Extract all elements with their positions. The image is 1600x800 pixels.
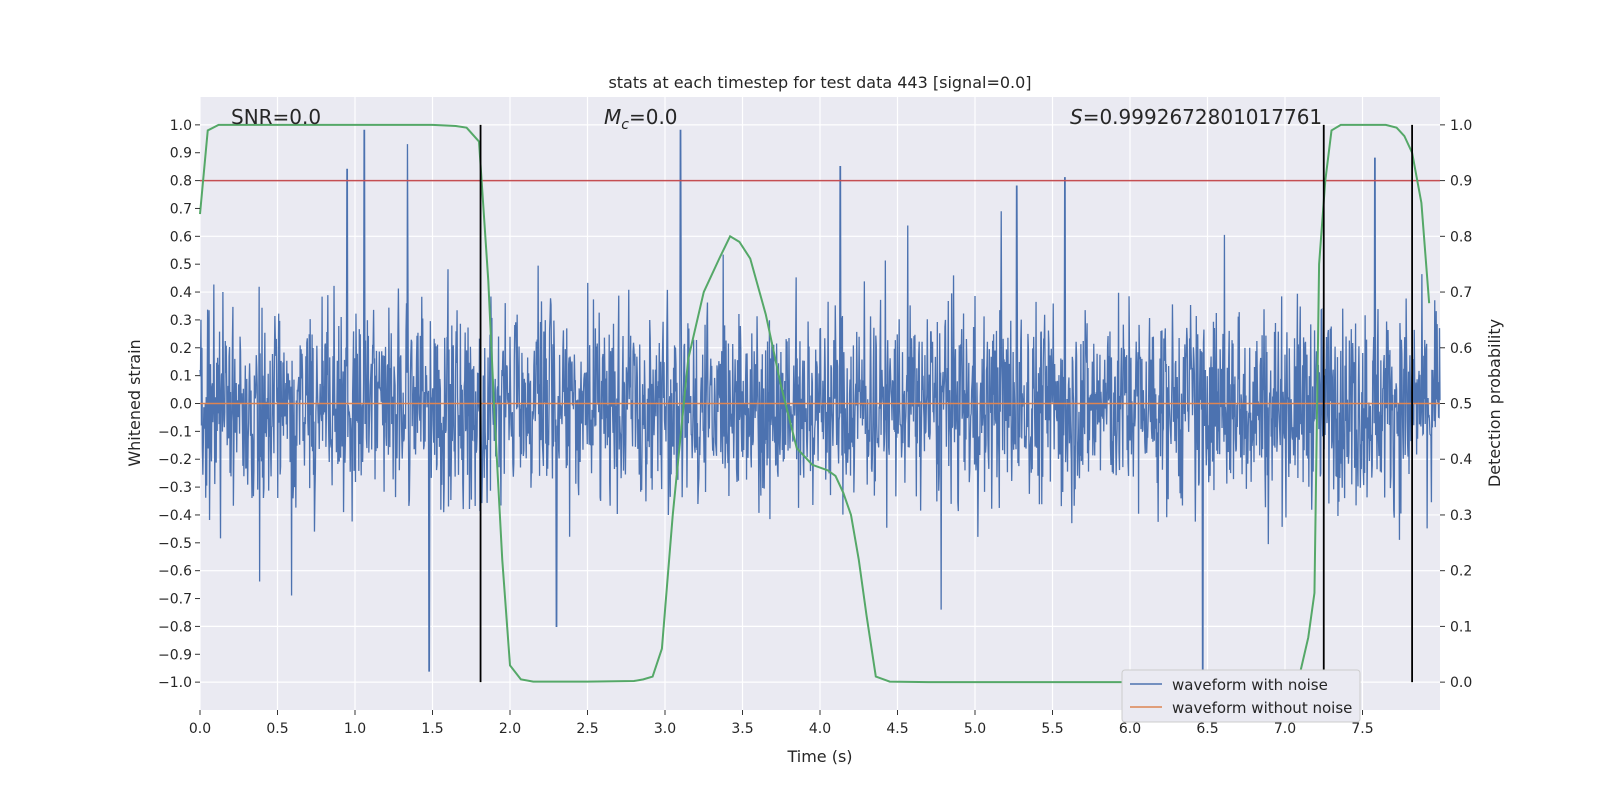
y-tick-label: 1.0: [170, 118, 192, 134]
y2-tick-label: 0.5: [1450, 397, 1472, 413]
legend-box: [1121, 669, 1361, 723]
y-tick-label: 0.9: [170, 146, 192, 162]
y-tick-label: −0.6: [158, 564, 192, 580]
y2-tick-label: 0.1: [1450, 619, 1472, 635]
y-tick-label: −1.0: [158, 675, 192, 691]
s-symbol: S: [1070, 105, 1083, 129]
x-tick-label: 7.5: [1351, 721, 1373, 737]
waveform-with-noise-series: [199, 129, 1441, 678]
y-tick-label: −0.8: [158, 619, 192, 635]
event-markers: [479, 124, 1413, 683]
legend-label-waveform-without-noise: waveform without noise: [1172, 699, 1352, 717]
y-tick-label: 0.3: [170, 313, 192, 329]
y2-tick-label: 1.0: [1450, 118, 1472, 134]
waveform-with-noise-line: [199, 129, 1441, 678]
x-tick-label: 2.5: [576, 721, 598, 737]
x-axis-label: Time (s): [786, 747, 852, 766]
y-tick-label: −0.7: [158, 592, 192, 608]
mc-annotation: Mc=0.0: [604, 105, 678, 133]
y-tick-label: 0.5: [170, 257, 192, 273]
y-axis-label: Whitened strain: [125, 339, 144, 466]
x-tick-label: 4.0: [809, 721, 831, 737]
y2-tick-label: 0.7: [1450, 285, 1472, 301]
x-tick-label: 2.0: [499, 721, 521, 737]
y-tick-label: 0.8: [170, 174, 192, 190]
legend: waveform with noise waveform without noi…: [1121, 669, 1361, 723]
y-tick-label: 0.0: [170, 397, 192, 413]
y2-tick-label: 0.8: [1450, 229, 1472, 245]
s-value: =0.9992672801017761: [1083, 105, 1322, 129]
y-tick-label: −0.2: [158, 452, 192, 468]
y-tick-label: −0.9: [158, 647, 192, 663]
x-tick-label: 5.5: [1041, 721, 1063, 737]
x-tick-label: 6.5: [1196, 721, 1218, 737]
x-tick-label: 1.5: [421, 721, 443, 737]
x-tick-label: 1.0: [344, 721, 366, 737]
legend-label-waveform-with-noise: waveform with noise: [1172, 676, 1328, 694]
x-tick-label: 7.0: [1274, 721, 1296, 737]
y2-tick-label: 0.6: [1450, 341, 1472, 357]
y-tick-label: −0.1: [158, 424, 192, 440]
x-tick-label: 4.5: [886, 721, 908, 737]
x-tick-label: 6.0: [1119, 721, 1141, 737]
y2-tick-label: 0.9: [1450, 174, 1472, 190]
y2-axis-label: Detection probability: [1485, 319, 1504, 487]
mc-value: =0.0: [629, 105, 678, 129]
x-tick-label: 3.0: [654, 721, 676, 737]
y2-tick-label: 0.2: [1450, 564, 1472, 580]
y-tick-label: −0.5: [158, 536, 192, 552]
s-annotation: S=0.9992672801017761: [1070, 105, 1322, 129]
y-tick-label: 0.2: [170, 341, 192, 357]
y2-tick-label: 0.0: [1450, 675, 1472, 691]
y-tick-label: −0.4: [158, 508, 192, 524]
x-tick-label: 0.5: [266, 721, 288, 737]
y2-tick-label: 0.4: [1450, 452, 1472, 468]
chart-title: stats at each timestep for test data 443…: [608, 73, 1031, 92]
snr-annotation: SNR=0.0: [231, 105, 321, 129]
y-tick-label: 0.6: [170, 229, 192, 245]
y-tick-label: −0.3: [158, 480, 192, 496]
y2-tick-label: 0.3: [1450, 508, 1472, 524]
y-tick-label: 0.7: [170, 201, 192, 217]
x-tick-label: 3.5: [731, 721, 753, 737]
y-tick-label: 0.1: [170, 369, 192, 385]
mc-symbol: M: [604, 105, 621, 129]
y-tick-label: 0.4: [170, 285, 192, 301]
x-tick-label: 5.0: [964, 721, 986, 737]
axes: 0.0 0.5 1.0 1.5 2.0 2.5 3.0 3.5 4.0 4.5 5.0 5.5 6.0 6…: [158, 118, 1472, 737]
x-tick-label: 0.0: [189, 721, 211, 737]
mc-subscript: c: [621, 117, 629, 133]
